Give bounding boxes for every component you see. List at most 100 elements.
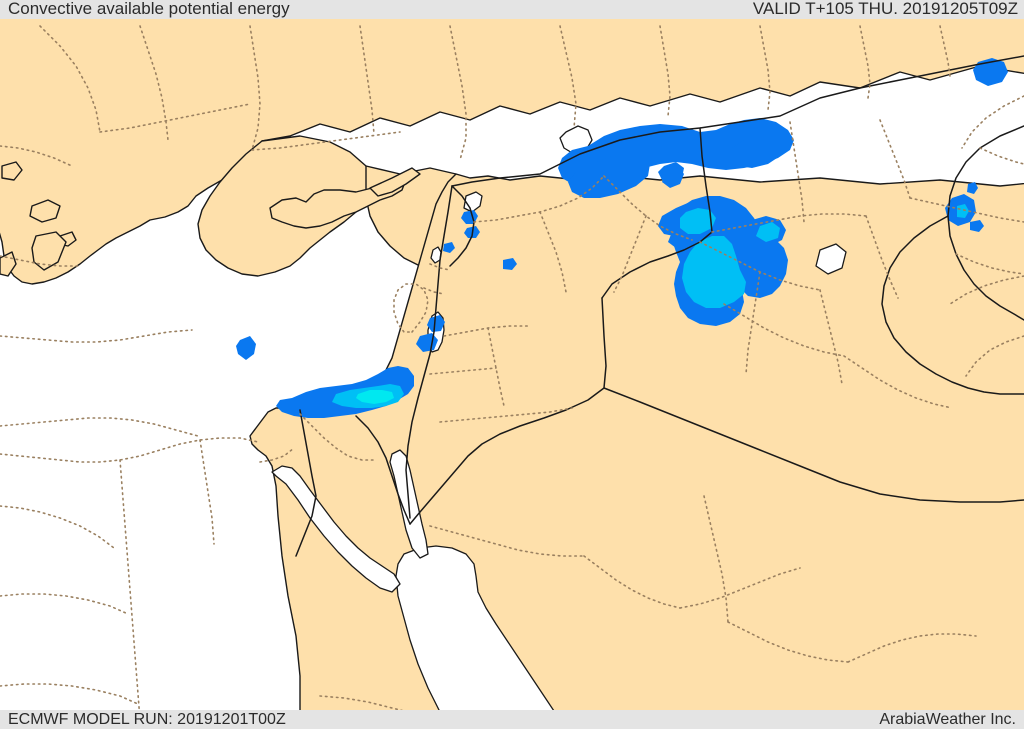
internal-border-sinai-1 — [299, 413, 377, 461]
water-red-sea — [395, 545, 555, 710]
border-israel-egypt — [355, 415, 411, 525]
land-cyprus-karpas — [369, 167, 421, 197]
internal-borders — [0, 25, 1024, 710]
internal-border-egypt-2 — [0, 417, 199, 437]
cape-low-east-spot-small-1 — [967, 182, 978, 194]
internal-border-westbank — [393, 283, 429, 333]
internal-border-egypt-5 — [0, 683, 139, 705]
border-lebanon — [449, 185, 475, 267]
internal-border-iraq-2 — [789, 121, 805, 223]
internal-border-turkey-9 — [659, 25, 671, 117]
internal-border-iraq-8 — [723, 303, 845, 357]
landmass-group — [0, 18, 1024, 710]
internal-border-turkey-10 — [759, 25, 771, 111]
land-rhodes — [31, 231, 67, 271]
cape-low-ne-corner-spot — [973, 58, 1008, 86]
internal-border-iraq-9 — [843, 355, 953, 409]
internal-border-iraq-6 — [879, 119, 911, 199]
footer-band: ECMWF MODEL RUN: 20191201T00Z ArabiaWeat… — [0, 710, 1024, 729]
cape-region-ne-syria-iraq — [658, 196, 788, 326]
internal-border-israel-2 — [423, 287, 445, 295]
land-cyprus — [269, 181, 406, 229]
map-title: Convective available potential energy — [8, 0, 290, 18]
internal-border-turkey-6 — [359, 25, 375, 135]
cape-low-deadsea-spot — [427, 315, 445, 332]
cape-low-north-lobe-west — [568, 154, 650, 198]
land-aegean-island-1 — [29, 199, 61, 223]
cape-low-med-offshore-spot — [236, 336, 256, 360]
internal-border-syria-2 — [539, 211, 567, 293]
internal-border-turkey-11 — [859, 25, 871, 99]
border-jordan-iraq-saudi — [409, 297, 607, 525]
internal-border-iran-4 — [965, 335, 1024, 377]
border-iraq-iran — [947, 125, 1024, 321]
internal-border-jordan-4 — [439, 407, 573, 423]
internal-border-turkey-4 — [249, 25, 261, 151]
internal-border-iraq-11 — [949, 275, 1024, 305]
internal-border-jordan-3 — [429, 367, 497, 375]
internal-border-egypt-7 — [0, 329, 193, 343]
internal-border-turkey-2 — [99, 103, 251, 133]
internal-border-saudi-3 — [679, 567, 801, 609]
internal-border-egypt-6 — [199, 439, 215, 545]
internal-border-saudi-8 — [319, 695, 404, 710]
cape-moderate-ne-core-main — [682, 236, 746, 308]
cape-map-svg[interactable] — [0, 18, 1024, 710]
internal-border-turkey-1 — [39, 25, 101, 133]
internal-border-iran-3 — [955, 253, 1024, 275]
cape-region-east-edge — [945, 182, 984, 232]
border-egypt-suez — [295, 409, 317, 557]
land-island-small-4 — [1, 161, 23, 181]
cape-low-lebanon-spot-3 — [443, 242, 455, 253]
cape-low-east-spot-small-2 — [970, 220, 984, 232]
internal-border-israel-1 — [429, 263, 451, 271]
cape-moderate-ne-spot-east — [756, 222, 780, 242]
internal-border-saudi-5 — [727, 621, 849, 663]
model-run-label: ECMWF MODEL RUN: 20191201T00Z — [8, 711, 286, 728]
water-iraq-lake — [815, 243, 847, 275]
cape-low-syria-spot — [503, 258, 517, 270]
cape-low-east-small-ellipse — [662, 166, 684, 188]
border-israel-jordan — [405, 185, 453, 519]
attribution-label: ArabiaWeather Inc. — [879, 711, 1016, 728]
cape-low-north-lobe-east — [730, 136, 782, 168]
internal-border-iraq-10 — [745, 271, 761, 375]
internal-border-iran-1 — [961, 95, 1024, 149]
map-viewport[interactable] — [0, 18, 1024, 710]
international-borders — [295, 55, 1024, 557]
internal-border-saudi-4 — [703, 495, 729, 623]
cape-region-gaza-coast — [276, 366, 414, 418]
cape-low-coast-west-tail — [294, 396, 320, 412]
internal-border-saudi-6 — [847, 633, 977, 663]
border-jordan-saudi-east — [603, 387, 1024, 503]
cape-low-coast-spot-north — [382, 368, 406, 388]
internal-border-syria-3 — [603, 175, 693, 241]
internal-border-iran-2 — [979, 147, 1024, 165]
cape-moderate-ne-core-north — [680, 208, 716, 234]
cape-moderate-east-core — [957, 204, 969, 218]
internal-border-iraq-1 — [711, 213, 867, 233]
internal-border-egypt-4 — [0, 593, 129, 615]
border-iraq-iran-south — [881, 215, 1024, 395]
water-gulf-of-suez — [271, 465, 401, 593]
internal-border-iraq-5 — [819, 289, 843, 385]
internal-border-turkey-5 — [251, 131, 401, 151]
header-band: Convective available potential energy VA… — [0, 0, 1024, 19]
cape-high-coast-core — [356, 390, 394, 404]
internal-border-syria-1 — [473, 175, 605, 223]
internal-border-nile-2 — [0, 255, 81, 267]
internal-border-saudi-1 — [429, 525, 585, 557]
internal-border-turkey-8 — [559, 25, 577, 129]
internal-border-egypt-1 — [0, 437, 259, 463]
border-turkey-syria — [451, 55, 1024, 187]
internal-border-sinai-2 — [259, 447, 295, 463]
internal-border-nile-1 — [0, 505, 115, 549]
internal-border-turkey-12 — [939, 25, 951, 77]
internal-border-nile-3 — [0, 145, 73, 167]
internal-border-egypt-3 — [119, 459, 141, 710]
internal-border-turkey-7 — [449, 25, 467, 161]
internal-border-iraq-7 — [909, 197, 1024, 223]
border-syria-iraq — [601, 127, 713, 299]
valid-time-label: VALID T+105 THU. 20191205T09Z — [752, 0, 1018, 18]
